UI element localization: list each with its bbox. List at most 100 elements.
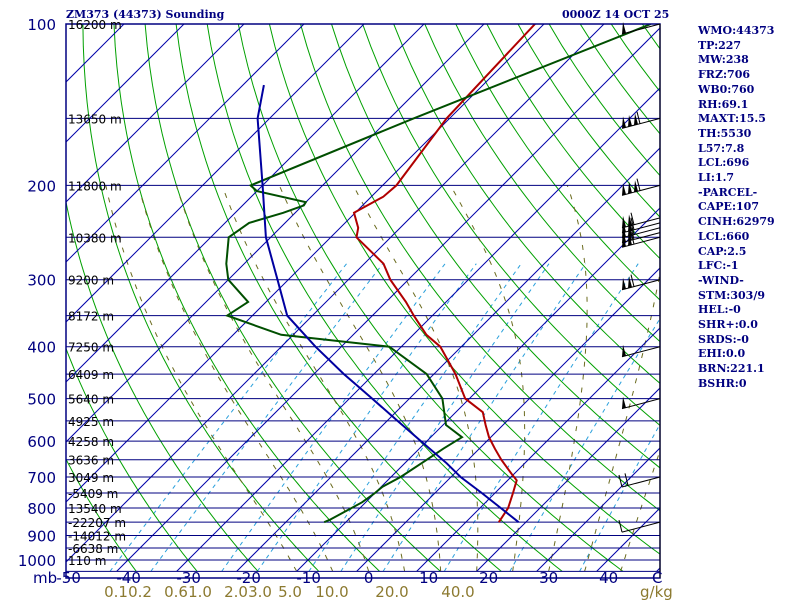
stat-line: LCL:660: [698, 229, 750, 243]
stat-line: EHI:0.0: [698, 347, 746, 361]
wind-barb-flag: [634, 113, 638, 126]
stats-panel: WMO:44373 TP:227 MW:238 FRZ:706 WB0:760 RH:69…: [698, 24, 775, 392]
dry-adiabat: [486, 24, 660, 260]
wind-barb-tick: [630, 232, 635, 245]
moist-adiabat: [105, 185, 298, 572]
wind-barb-tick: [618, 520, 623, 533]
mixing-ratio-label: 0.1: [104, 583, 128, 600]
height-label: 11800 m: [68, 179, 122, 193]
isotherm: [296, 207, 660, 572]
mixing-ratio-label: 20.0: [375, 583, 408, 600]
dry-adiabat: [144, 24, 441, 572]
mixing-ratio-label: 5.0: [278, 583, 302, 600]
height-label: 13540 m: [68, 502, 122, 516]
stat-line: CINH:62979: [698, 215, 775, 229]
wind-barb-tick: [630, 217, 635, 230]
wind-barb-flag: [622, 183, 626, 196]
height-label: -22207 m: [68, 516, 126, 530]
wind-barb-flag: [628, 181, 632, 194]
mixing-ratio-label: 1.0: [188, 583, 212, 600]
isotherm: [66, 24, 185, 143]
stat-line: HEL:-0: [698, 303, 741, 317]
temperature-tick-label: 10: [419, 569, 438, 587]
wind-barb: [621, 344, 661, 358]
stat-line: LCL:696: [698, 156, 750, 170]
wind-barb-tick: [624, 473, 629, 486]
temperature-tick-label: 30: [539, 569, 558, 587]
height-label: 16200 m: [68, 18, 122, 32]
isotherm: [66, 24, 305, 263]
dry-adiabat: [175, 24, 502, 572]
temperature-tick-label: 20: [479, 569, 498, 587]
pressure-label: 200: [27, 177, 56, 195]
isotherm: [66, 24, 425, 383]
mixing-ratio-line: [443, 263, 639, 572]
stat-line: RH:69.1: [698, 97, 749, 111]
station-title: ZM373 (44373) Sounding: [66, 8, 225, 21]
mixing-ratio-label: 3.0: [248, 583, 272, 600]
wind-barb-flag: [622, 235, 626, 248]
moist-adiabat: [137, 185, 334, 572]
pressure-label: 500: [27, 391, 56, 409]
moist-adiabat: [584, 270, 660, 572]
mixing-ratio-line: [340, 263, 550, 572]
wind-barb-flag: [622, 277, 626, 290]
stat-line: MW:238: [698, 53, 749, 67]
wind-barb-tick: [630, 274, 635, 287]
sounding-time: 0000Z 14 OCT 25: [562, 8, 670, 21]
isotherm: [476, 387, 660, 572]
stat-line: L57:7.8: [698, 141, 745, 155]
stat-line: LI:1.7: [698, 171, 735, 185]
height-label: 4258 m: [68, 435, 114, 449]
mixing-ratio-line: [509, 317, 660, 572]
mixing-ratio-line: [150, 263, 384, 572]
moist-adiabat: [548, 185, 588, 572]
dry-adiabat: [300, 24, 660, 512]
wind-barb-shaft: [621, 398, 661, 410]
mixing-ratio-label: 10.0: [315, 583, 348, 600]
dry-adiabat: [393, 24, 660, 384]
dry-adiabat: [66, 199, 259, 572]
dry-adiabat: [424, 24, 660, 343]
height-label: 9200 m: [68, 274, 114, 288]
isotherm: [0, 24, 64, 571]
wind-barb-flag: [622, 344, 626, 357]
dry-adiabat: [66, 458, 137, 572]
mixing-ratio-line: [308, 263, 522, 572]
height-label: 4925 m: [68, 415, 114, 429]
isotherm: [66, 24, 545, 503]
pressure-label: 400: [27, 339, 56, 357]
mixing-ratio-line: [221, 263, 446, 572]
isotherm: [176, 87, 660, 572]
wind-barb-flag: [628, 276, 632, 289]
stat-line: FRZ:706: [698, 68, 751, 82]
wind-barb-shaft: [621, 184, 661, 196]
mixing-ratio-label: 0.6: [164, 583, 188, 600]
wind-barb-flag: [622, 396, 626, 409]
mixing-ratio-label: 0.2: [128, 583, 152, 600]
pressure-label: 700: [27, 469, 56, 487]
height-label: 3636 m: [68, 454, 114, 468]
wind-barb-tick: [630, 222, 635, 235]
wind-barb: [621, 212, 661, 229]
moist-adiabat: [450, 185, 526, 572]
wind-barb: [618, 520, 661, 533]
stat-line: -PARCEL-: [698, 185, 758, 199]
temperature-tick-label: -20: [236, 569, 261, 587]
dry-adiabat: [455, 24, 660, 301]
wind-barb: [621, 178, 661, 196]
stat-line: CAPE:107: [698, 200, 759, 214]
mixing-ratio-unit-label: g/kg: [640, 583, 673, 600]
wind-barb-flag: [628, 114, 632, 127]
wind-barb-shaft: [621, 521, 661, 533]
dry-adiabat: [237, 24, 624, 572]
isotherm: [66, 24, 485, 443]
stat-line: SHR+:0.0: [698, 318, 758, 332]
height-label: 3049 m: [68, 471, 114, 485]
height-label: 8172 m: [68, 310, 114, 324]
height-label: 5640 m: [68, 393, 114, 407]
pressure-label: 300: [27, 272, 56, 290]
wind-barb-tick: [618, 474, 623, 488]
temperature-tick-label: -50: [56, 569, 81, 587]
